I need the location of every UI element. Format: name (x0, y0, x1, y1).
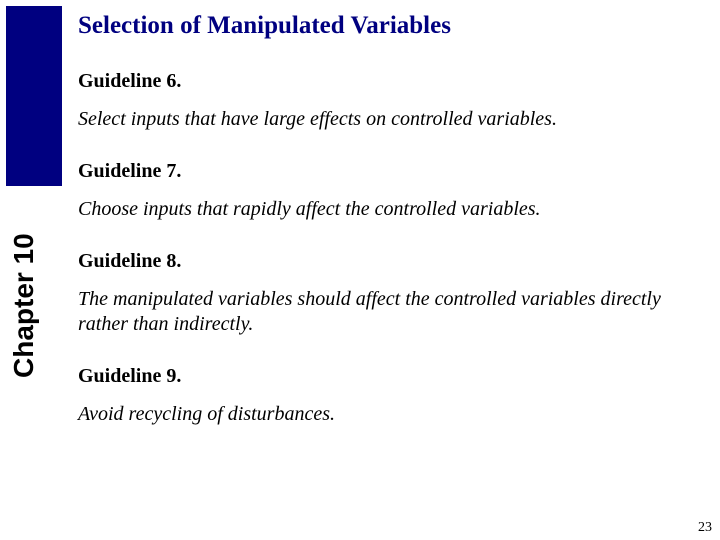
guideline-heading: Guideline 9. (78, 365, 698, 388)
guideline-body: Select inputs that have large effects on… (78, 107, 698, 132)
slide-title: Selection of Manipulated Variables (78, 12, 451, 40)
guideline-body: Choose inputs that rapidly affect the co… (78, 197, 698, 222)
sidebar-block (6, 6, 62, 186)
page-number: 23 (698, 520, 712, 536)
chapter-label: Chapter 10 (8, 233, 40, 378)
guideline-heading: Guideline 7. (78, 160, 698, 183)
content-area: Guideline 6. Select inputs that have lar… (78, 70, 698, 455)
guideline-heading: Guideline 6. (78, 70, 698, 93)
guideline-heading: Guideline 8. (78, 250, 698, 273)
guideline-body: Avoid recycling of disturbances. (78, 402, 698, 427)
guideline-body: The manipulated variables should affect … (78, 287, 698, 337)
